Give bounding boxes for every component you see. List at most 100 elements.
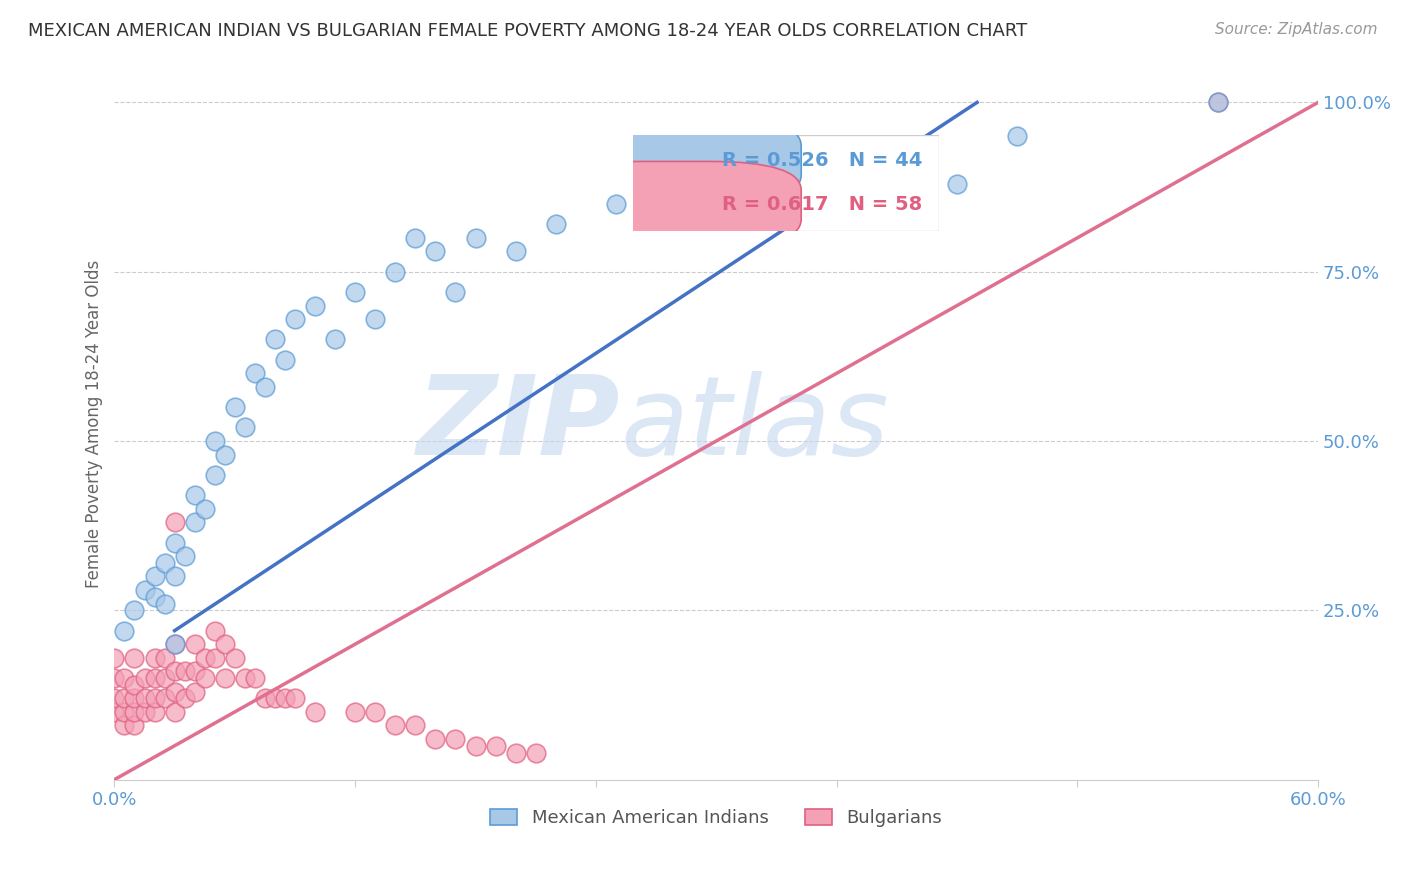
Point	[264, 691, 287, 706]
Point	[143, 705, 166, 719]
Point	[364, 705, 387, 719]
Point	[124, 603, 146, 617]
Point	[364, 312, 387, 326]
Point	[114, 705, 136, 719]
Point	[124, 691, 146, 706]
Point	[233, 420, 256, 434]
Point	[124, 650, 146, 665]
Point	[284, 312, 307, 326]
Point	[153, 650, 176, 665]
Point	[605, 197, 627, 211]
Point	[153, 556, 176, 570]
FancyBboxPatch shape	[551, 161, 801, 248]
Point	[134, 582, 156, 597]
Point	[264, 333, 287, 347]
Point	[114, 671, 136, 685]
Point	[163, 637, 186, 651]
Point	[304, 299, 326, 313]
Point	[173, 549, 195, 563]
Point	[103, 650, 125, 665]
Point	[1206, 95, 1229, 110]
Point	[404, 718, 426, 732]
Point	[1206, 95, 1229, 110]
Point	[163, 515, 186, 529]
Point	[114, 624, 136, 638]
Point	[464, 231, 486, 245]
Point	[214, 637, 236, 651]
Point	[384, 718, 406, 732]
Point	[143, 691, 166, 706]
Point	[183, 665, 205, 679]
Point	[143, 671, 166, 685]
Point	[323, 333, 346, 347]
Point	[124, 705, 146, 719]
Point	[143, 590, 166, 604]
Point	[163, 665, 186, 679]
Text: R = 0.526   N = 44: R = 0.526 N = 44	[721, 151, 922, 170]
Point	[214, 448, 236, 462]
Point	[224, 400, 246, 414]
Point	[1005, 129, 1028, 144]
Point	[484, 739, 506, 753]
FancyBboxPatch shape	[551, 117, 801, 203]
Point	[194, 650, 217, 665]
Point	[114, 691, 136, 706]
Point	[745, 197, 768, 211]
Point	[384, 265, 406, 279]
Text: Source: ZipAtlas.com: Source: ZipAtlas.com	[1215, 22, 1378, 37]
Point	[143, 569, 166, 583]
Point	[344, 705, 367, 719]
Point	[183, 488, 205, 502]
Point	[103, 705, 125, 719]
Point	[905, 150, 928, 164]
Point	[274, 691, 297, 706]
Point	[124, 678, 146, 692]
Point	[204, 434, 226, 448]
Point	[134, 705, 156, 719]
Point	[665, 177, 688, 191]
Point	[243, 671, 266, 685]
Y-axis label: Female Poverty Among 18-24 Year Olds: Female Poverty Among 18-24 Year Olds	[86, 260, 103, 588]
Point	[224, 650, 246, 665]
Text: atlas: atlas	[620, 370, 889, 477]
Point	[153, 597, 176, 611]
Point	[444, 731, 467, 746]
Point	[163, 705, 186, 719]
Point	[163, 684, 186, 698]
Point	[163, 637, 186, 651]
Point	[505, 746, 527, 760]
Point	[163, 569, 186, 583]
Legend: Mexican American Indians, Bulgarians: Mexican American Indians, Bulgarians	[484, 802, 949, 835]
Point	[505, 244, 527, 259]
Point	[304, 705, 326, 719]
Point	[163, 535, 186, 549]
Point	[946, 177, 969, 191]
Point	[103, 691, 125, 706]
FancyBboxPatch shape	[633, 135, 939, 231]
Point	[425, 731, 447, 746]
Point	[114, 718, 136, 732]
Point	[253, 380, 276, 394]
Point	[173, 665, 195, 679]
Point	[124, 718, 146, 732]
Point	[544, 217, 567, 231]
Point	[183, 684, 205, 698]
Point	[204, 467, 226, 482]
Point	[204, 650, 226, 665]
Point	[243, 366, 266, 380]
Point	[284, 691, 307, 706]
Point	[253, 691, 276, 706]
Point	[143, 650, 166, 665]
Point	[444, 285, 467, 299]
Point	[194, 501, 217, 516]
Point	[173, 691, 195, 706]
Point	[153, 671, 176, 685]
Point	[204, 624, 226, 638]
Point	[103, 671, 125, 685]
Point	[464, 739, 486, 753]
Point	[134, 671, 156, 685]
Point	[704, 163, 727, 178]
Point	[183, 637, 205, 651]
Point	[524, 746, 547, 760]
Point	[344, 285, 367, 299]
